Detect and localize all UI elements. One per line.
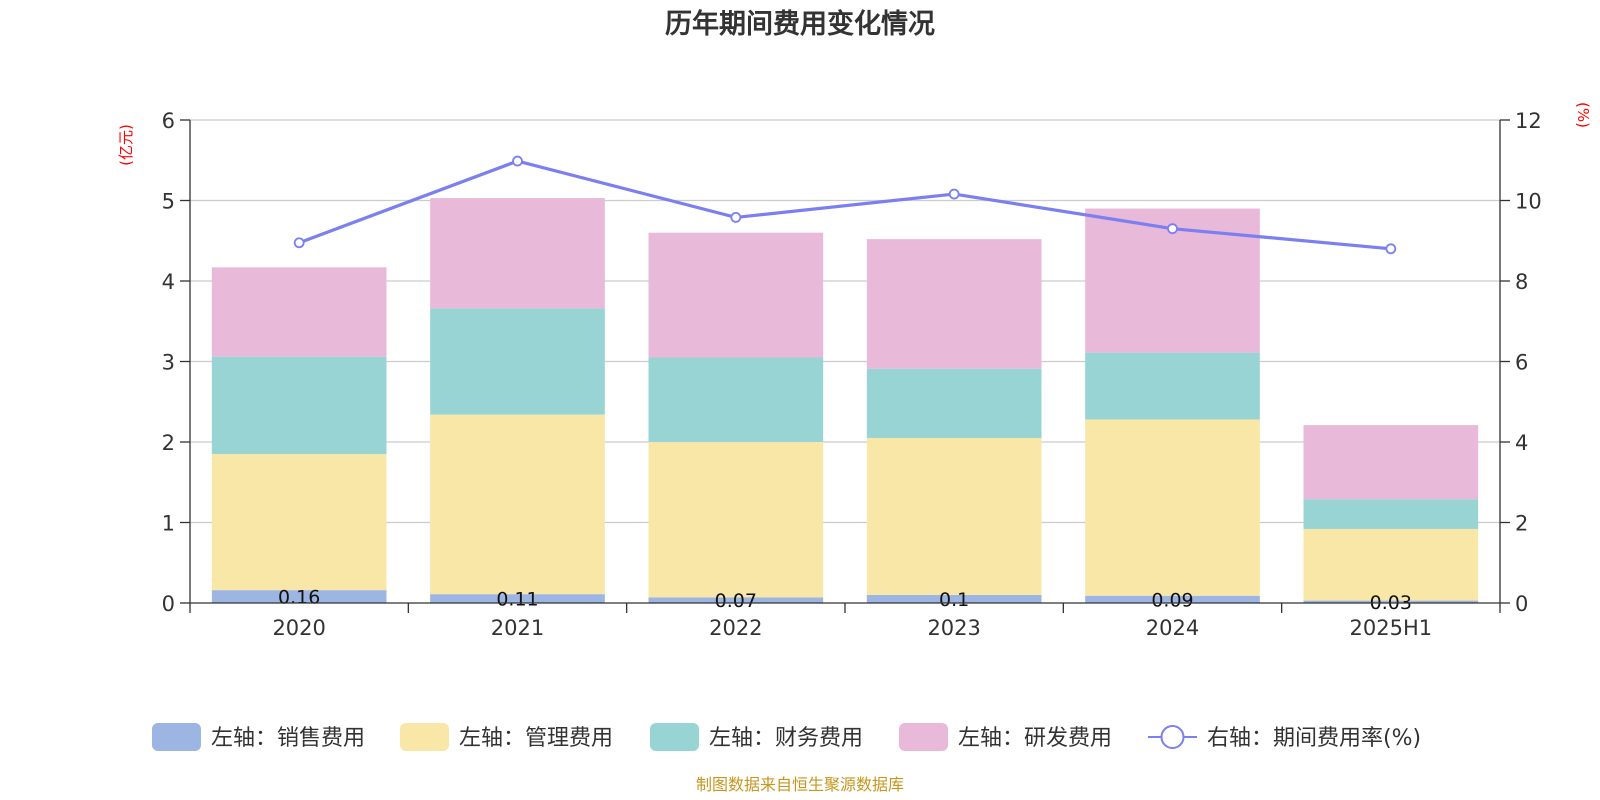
x-tick-label: 2025H1 xyxy=(1350,616,1433,640)
legend-swatch-3[interactable] xyxy=(899,723,948,751)
bar-segment-2023-1 xyxy=(866,437,1042,595)
bar-segment-2024-2 xyxy=(1085,352,1260,420)
rate-point-2020 xyxy=(293,237,305,249)
bar-label-2023: 0.1 xyxy=(939,589,969,611)
bar-segment-2021-2 xyxy=(430,308,605,415)
bars xyxy=(211,198,1479,603)
legend-swatch-2[interactable] xyxy=(650,723,699,751)
bar-segment-2021-1 xyxy=(430,414,605,595)
x-tick-label: 2024 xyxy=(1146,616,1199,640)
bar-segment-2022-1 xyxy=(648,442,824,598)
bar-segment-2024-1 xyxy=(1085,419,1260,596)
legend-label-1[interactable]: 左轴：管理费用 xyxy=(459,726,613,751)
bar-label-2020: 0.16 xyxy=(278,587,320,609)
left-tick-label: 4 xyxy=(162,270,175,294)
bar-segment-2020-3 xyxy=(211,267,387,357)
legend-label-rate[interactable]: 右轴：期间费用率(%) xyxy=(1207,726,1421,751)
rate-point-2025H1 xyxy=(1385,243,1397,255)
legend-swatch-0[interactable] xyxy=(152,723,201,751)
right-tick-label: 6 xyxy=(1515,351,1528,375)
bar-segment-2022-0 xyxy=(648,597,824,603)
left-tick-label: 5 xyxy=(162,190,175,214)
bar-segment-2025H1-3 xyxy=(1303,425,1479,500)
bar-segment-2022-2 xyxy=(648,357,824,442)
bar-segment-2021-3 xyxy=(430,198,605,309)
bar-segment-2023-3 xyxy=(866,239,1042,369)
legend: 左轴：销售费用 左轴：管理费用 左轴：财务费用 左轴：研发费用 右轴：期间费用率(%) xyxy=(152,723,1421,751)
legend-label-3[interactable]: 左轴：研发费用 xyxy=(958,726,1112,751)
left-tick-label: 1 xyxy=(162,512,175,536)
left-tick-label: 0 xyxy=(162,592,175,616)
right-tick-label: 10 xyxy=(1515,190,1542,214)
bar-label-2022: 0.07 xyxy=(715,590,757,612)
x-tick-label: 2022 xyxy=(709,616,762,640)
right-tick-label: 8 xyxy=(1515,270,1528,294)
left-tick-label: 3 xyxy=(162,351,175,375)
chart-title: 历年期间费用变化情况 xyxy=(665,8,935,40)
x-tick-label: 2020 xyxy=(272,616,325,640)
bar-segment-2020-1 xyxy=(211,454,387,591)
legend-swatch-1[interactable] xyxy=(400,723,449,751)
bar-label-2024: 0.09 xyxy=(1151,589,1193,611)
x-tick-label: 2021 xyxy=(491,616,544,640)
bar-segment-2025H1-2 xyxy=(1303,499,1479,529)
bar-segment-2023-0 xyxy=(866,594,1042,603)
legend-circle-icon[interactable] xyxy=(1160,725,1185,749)
right-axis-unit: (%) xyxy=(1574,102,1592,128)
right-tick-label: 4 xyxy=(1515,431,1528,455)
bar-segment-2024-0 xyxy=(1085,595,1260,603)
bar-segment-2020-2 xyxy=(211,356,387,455)
bar-label-2021: 0.11 xyxy=(496,589,538,611)
rate-line xyxy=(298,159,1391,251)
left-axis-unit: (亿元) xyxy=(117,124,135,166)
right-tick-label: 12 xyxy=(1515,109,1542,133)
x-tick-label: 2023 xyxy=(927,616,980,640)
legend-label-0[interactable]: 左轴：销售费用 xyxy=(211,726,365,751)
bar-segment-2020-0 xyxy=(211,590,387,603)
rate-point-2023 xyxy=(948,188,960,200)
bar-segment-2022-3 xyxy=(648,232,824,358)
left-tick-label: 6 xyxy=(162,109,175,133)
bar-segment-2025H1-0 xyxy=(1303,600,1479,603)
rate-point-2021 xyxy=(512,155,523,167)
bar-segment-2021-0 xyxy=(430,594,605,603)
rate-point-2022 xyxy=(730,212,742,223)
right-tick-label: 0 xyxy=(1515,592,1528,616)
rate-point-2024 xyxy=(1167,223,1178,235)
left-tick-label: 2 xyxy=(162,431,175,455)
right-tick-label: 2 xyxy=(1515,512,1528,536)
bar-segment-2023-2 xyxy=(866,368,1042,438)
data-source: 制图数据来自恒生聚源数据库 xyxy=(696,775,904,794)
line-series xyxy=(293,155,1397,255)
bar-segment-2025H1-1 xyxy=(1303,528,1479,601)
legend-label-2[interactable]: 左轴：财务费用 xyxy=(709,726,863,751)
